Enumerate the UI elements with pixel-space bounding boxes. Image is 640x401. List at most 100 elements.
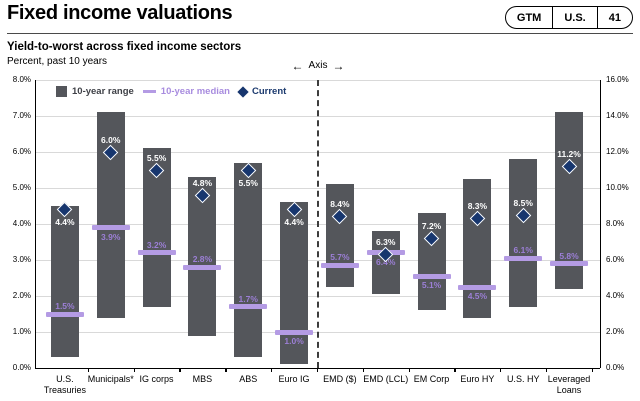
range-bar — [234, 162, 263, 358]
category-label: EMD (LCL) — [363, 374, 409, 384]
current-value-label: 6.0% — [101, 134, 121, 145]
current-value-label: 11.2% — [557, 148, 581, 159]
category-label: Euro HY — [460, 374, 495, 384]
category-label: EMD ($) — [323, 374, 357, 384]
x-axis-tick — [133, 368, 135, 372]
category-label: U.S. HY — [506, 374, 540, 384]
category-label: Municipals* — [87, 374, 134, 384]
y-axis-label-right: 0.0% — [606, 363, 625, 372]
median-value-label: 6.1% — [513, 245, 533, 256]
y-axis-label-left: 1.0% — [12, 327, 31, 336]
range-bar — [280, 202, 309, 365]
x-axis-tick — [546, 368, 548, 372]
current-value-label: 5.5% — [146, 152, 167, 163]
range-bar — [371, 231, 400, 295]
median-line — [45, 311, 84, 317]
y-axis-label-left: 2.0% — [12, 291, 31, 300]
current-value-label: 4.8% — [192, 177, 213, 188]
category-label: Leveraged Loans — [547, 374, 591, 395]
y-axis-line-right — [600, 80, 601, 368]
y-axis-label-left: 8.0% — [12, 75, 31, 84]
page-title: Fixed income valuations — [7, 2, 233, 24]
median-line — [183, 264, 222, 270]
y-axis-label-right: 6.0% — [606, 255, 625, 264]
category-label: ABS — [239, 374, 258, 384]
range-bar — [555, 112, 584, 289]
current-value-label: 7.2% — [421, 220, 442, 231]
category-label: MBS — [192, 374, 213, 384]
title-divider — [7, 33, 633, 34]
axis-note-label: Axis — [308, 60, 328, 71]
right-arrow-icon: → — [332, 58, 345, 73]
median-value-label: 4.5% — [467, 291, 488, 301]
chart-legend: 10-year range 10-year median Current — [56, 85, 287, 98]
x-axis-tick — [271, 368, 273, 372]
median-line — [91, 225, 130, 231]
median-value-label: 5.7% — [330, 252, 350, 263]
y-axis-label-right: 16.0% — [606, 75, 629, 84]
median-line — [412, 273, 451, 279]
median-line — [550, 261, 589, 267]
y-axis-label-left: 0.0% — [12, 363, 31, 372]
y-axis-label-left: 3.0% — [12, 255, 31, 264]
y-axis-label-right: 4.0% — [606, 291, 625, 300]
y-axis-label-right: 8.0% — [606, 219, 625, 228]
y-axis-label-left: 6.0% — [12, 147, 31, 156]
median-value-label: 1.5% — [55, 301, 75, 311]
y-axis-label-right: 2.0% — [606, 327, 625, 336]
median-value-label: 1.7% — [238, 293, 258, 304]
range-bar — [50, 206, 79, 358]
x-axis-tick — [408, 368, 410, 372]
axis-divider-note: ← Axis → — [272, 58, 364, 73]
legend-label: 10-year median — [160, 86, 230, 97]
range-bar — [463, 179, 492, 318]
legend-label: 10-year range — [72, 86, 134, 97]
current-value-label: 8.4% — [330, 199, 350, 210]
median-line — [504, 255, 543, 261]
y-axis-label-left: 7.0% — [12, 111, 31, 120]
x-axis-tick — [362, 368, 364, 372]
y-axis-label-right: 12.0% — [606, 147, 629, 156]
range-swatch-icon — [56, 86, 67, 97]
category-label: IG corps — [139, 374, 174, 384]
median-line — [137, 250, 176, 256]
category-label: Euro IG — [278, 374, 310, 384]
badge-region: U.S. — [552, 7, 596, 28]
range-bar — [188, 177, 217, 336]
median-value-label: 3.2% — [146, 239, 167, 250]
current-value-label: 5.5% — [238, 177, 258, 188]
median-line — [320, 262, 359, 268]
x-axis-tick — [87, 368, 90, 372]
legend-item-range: 10-year range — [56, 86, 134, 97]
median-value-label: 5.1% — [421, 280, 442, 291]
y-axis-label-left: 5.0% — [12, 183, 31, 192]
chart-title: Yield-to-worst across fixed income secto… — [7, 41, 242, 53]
median-value-label: 3.9% — [101, 231, 121, 242]
median-value-label: 2.8% — [192, 254, 213, 265]
median-dash-icon — [142, 89, 156, 94]
gtm-badge: GTM U.S. 41 — [504, 6, 633, 29]
x-axis-tick — [316, 368, 319, 372]
x-axis-tick — [591, 368, 594, 372]
y-axis-label-left: 4.0% — [12, 219, 31, 228]
badge-page-number: 41 — [596, 7, 632, 28]
median-line — [458, 284, 497, 290]
legend-label: Current — [251, 86, 287, 97]
median-line — [275, 329, 314, 335]
y-axis-label-right: 14.0% — [606, 111, 629, 120]
current-value-label: 8.3% — [467, 201, 488, 212]
axis-divider-dashed-line — [317, 80, 319, 368]
left-arrow-icon: ← — [291, 58, 304, 73]
current-value-label: 6.3% — [376, 237, 396, 248]
y-axis-label-right: 10.0% — [606, 183, 629, 192]
median-line — [229, 304, 268, 310]
median-value-label: 1.0% — [284, 336, 304, 346]
x-axis-tick — [454, 368, 456, 372]
category-label: U.S. Treasuries — [43, 374, 86, 395]
current-value-label: 8.5% — [513, 197, 533, 208]
legend-item-median: 10-year median — [142, 86, 230, 97]
range-bar — [417, 213, 446, 311]
chart-subtitle: Percent, past 10 years — [7, 56, 108, 67]
